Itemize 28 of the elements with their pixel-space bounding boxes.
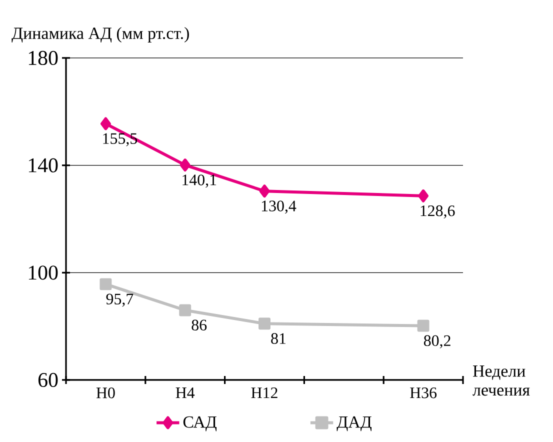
data-label: 86: [192, 320, 207, 330]
data-label: 81: [271, 333, 286, 344]
y-axis-title: Динамика АД (мм рт.ст.): [12, 27, 189, 42]
x-tick-label: Н12: [251, 388, 278, 398]
data-label: 128,6: [420, 205, 455, 218]
legend-label: САД: [183, 416, 217, 432]
data-label: 95,7: [106, 294, 134, 307]
point: [259, 184, 270, 198]
data-label: 130,4: [262, 200, 296, 214]
x-axis-title: Недели лечения: [472, 366, 530, 396]
y-tick-label: 180: [28, 50, 58, 66]
data-label: 80,2: [424, 335, 450, 348]
x-tick-label: Н0: [96, 388, 115, 398]
y-tick-label: 60: [38, 372, 58, 388]
legend-label: ДАД: [336, 416, 372, 432]
point: [180, 158, 190, 172]
point: [100, 278, 112, 290]
y-tick-label: 140: [28, 158, 58, 172]
point: [100, 117, 111, 130]
data-label: 140,1: [182, 174, 216, 188]
point: [418, 189, 429, 202]
x-tick-label: Н4: [176, 388, 195, 398]
point: [417, 320, 430, 332]
point: [179, 304, 192, 316]
y-tick-label: 100: [28, 266, 58, 280]
x-tick-label: Н36: [410, 388, 437, 398]
data-label: 155,5: [103, 133, 138, 146]
point: [258, 318, 270, 330]
